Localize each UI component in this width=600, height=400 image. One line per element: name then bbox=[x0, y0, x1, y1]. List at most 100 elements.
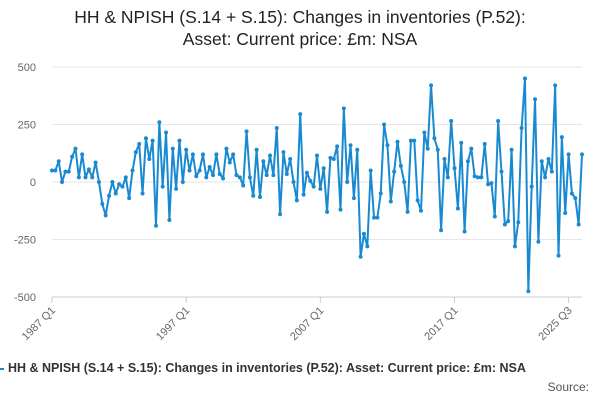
data-point bbox=[224, 146, 229, 151]
data-point bbox=[348, 143, 353, 148]
data-point bbox=[167, 217, 172, 222]
data-point bbox=[231, 152, 236, 157]
data-point bbox=[576, 222, 581, 227]
data-point bbox=[113, 191, 118, 196]
data-point bbox=[375, 215, 380, 220]
data-point bbox=[214, 152, 219, 157]
legend-label: HH & NPISH (S.14 + S.15): Changes in inv… bbox=[8, 361, 526, 375]
source-label: Source: bbox=[547, 380, 589, 394]
data-point bbox=[418, 208, 423, 213]
data-point bbox=[308, 178, 313, 183]
data-point bbox=[398, 163, 403, 168]
data-point bbox=[264, 173, 269, 178]
data-point bbox=[221, 176, 226, 181]
data-point bbox=[536, 239, 541, 244]
data-point bbox=[86, 167, 91, 172]
chart-title-line-2: Asset: Current price: £m: NSA bbox=[182, 29, 418, 49]
data-point bbox=[469, 146, 474, 151]
series-layer bbox=[50, 76, 584, 294]
data-point bbox=[526, 289, 531, 294]
data-point bbox=[405, 209, 410, 214]
data-point bbox=[499, 169, 504, 174]
data-point bbox=[559, 135, 564, 140]
data-point bbox=[60, 180, 65, 184]
data-point bbox=[184, 147, 189, 152]
data-point bbox=[580, 152, 584, 157]
data-point bbox=[150, 138, 155, 143]
y-tick-label: 0 bbox=[30, 177, 36, 189]
data-point bbox=[63, 169, 68, 174]
data-point bbox=[315, 153, 319, 158]
data-point bbox=[164, 130, 169, 135]
data-point bbox=[117, 182, 122, 187]
data-point bbox=[261, 159, 266, 164]
data-point bbox=[311, 184, 316, 189]
y-tick-label: 250 bbox=[18, 120, 36, 132]
data-point bbox=[465, 159, 470, 164]
data-point bbox=[472, 174, 477, 179]
data-point bbox=[93, 160, 98, 165]
data-point bbox=[449, 119, 454, 124]
data-point bbox=[345, 180, 350, 184]
data-point bbox=[569, 191, 574, 196]
data-point bbox=[80, 152, 85, 157]
data-point bbox=[254, 147, 259, 152]
data-point bbox=[425, 146, 430, 151]
data-point bbox=[50, 168, 54, 173]
data-point bbox=[73, 146, 78, 151]
data-point bbox=[365, 244, 370, 249]
data-point bbox=[274, 125, 279, 130]
data-point bbox=[496, 119, 501, 124]
data-point bbox=[549, 169, 554, 174]
data-point bbox=[462, 229, 467, 234]
data-point bbox=[439, 228, 444, 233]
data-point bbox=[257, 194, 262, 199]
data-point bbox=[533, 97, 538, 102]
data-point bbox=[325, 209, 330, 214]
data-point bbox=[160, 184, 165, 189]
data-point bbox=[522, 76, 527, 81]
data-point bbox=[328, 155, 333, 160]
chart-title: HH & NPISH (S.14 + S.15): Changes in inv… bbox=[0, 6, 600, 50]
data-point bbox=[90, 175, 95, 180]
data-point bbox=[506, 219, 511, 224]
data-point bbox=[422, 130, 427, 135]
data-point bbox=[351, 196, 356, 201]
x-tick-label: 1997 Q1 bbox=[154, 305, 192, 343]
data-point bbox=[227, 160, 232, 165]
data-point bbox=[96, 180, 101, 184]
data-point bbox=[120, 184, 125, 189]
data-point bbox=[512, 244, 517, 249]
data-point bbox=[143, 136, 148, 141]
data-point bbox=[268, 153, 273, 158]
data-point bbox=[66, 169, 71, 174]
data-point bbox=[237, 175, 242, 180]
data-point bbox=[378, 191, 383, 196]
data-point bbox=[452, 166, 457, 171]
data-point bbox=[100, 201, 105, 206]
data-point bbox=[435, 147, 440, 152]
data-point bbox=[194, 174, 199, 179]
legend[interactable]: HH & NPISH (S.14 + S.15): Changes in inv… bbox=[0, 361, 600, 375]
data-point bbox=[402, 180, 407, 184]
data-point bbox=[288, 157, 293, 161]
data-point bbox=[200, 152, 205, 157]
data-point bbox=[331, 157, 336, 161]
data-point bbox=[529, 184, 534, 189]
data-point bbox=[211, 173, 216, 178]
x-tick-label: 2017 Q1 bbox=[422, 305, 460, 343]
data-point bbox=[442, 157, 447, 161]
data-point bbox=[358, 254, 363, 259]
data-point bbox=[412, 138, 417, 143]
data-point bbox=[368, 168, 373, 173]
data-point bbox=[187, 168, 192, 173]
y-tick-label: 500 bbox=[18, 62, 36, 74]
data-point bbox=[563, 211, 568, 216]
data-point bbox=[298, 112, 303, 117]
data-point bbox=[539, 159, 544, 164]
data-point bbox=[207, 165, 212, 170]
data-point bbox=[489, 181, 494, 186]
data-point bbox=[392, 169, 397, 174]
data-point bbox=[304, 170, 309, 175]
